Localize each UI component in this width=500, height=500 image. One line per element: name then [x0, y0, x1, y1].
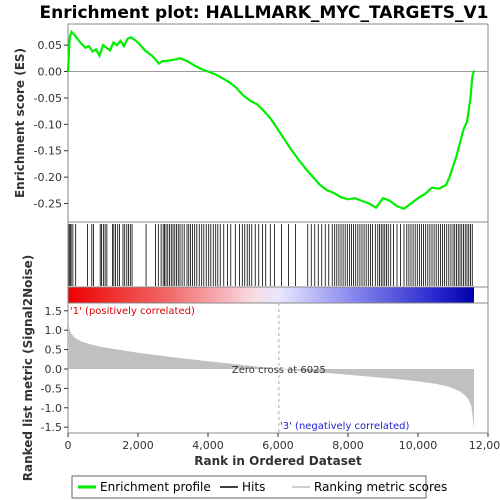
x-tick-label: 4,000 — [192, 439, 224, 452]
metric-y-tick-label: 1.5 — [45, 305, 63, 318]
metric-y-tick-label: -0.5 — [41, 382, 62, 395]
es-y-ticks: 0.05 0.00 -0.05 -0.10 -0.15 -0.20 -0.25 — [34, 39, 68, 211]
hits-panel-frame — [67, 221, 489, 288]
metric-y-ticks: 1.5 1.0 0.5 0.0 -0.5 -1.0 -1.5 — [41, 305, 68, 434]
hit-marks — [68, 224, 473, 286]
metric-y-tick-label: -1.0 — [41, 402, 62, 415]
rank-color-bar — [68, 287, 474, 303]
zero-cross-label: Zero cross at 6025 — [232, 365, 326, 376]
es-panel-frame — [67, 23, 489, 223]
x-tick-label: 12,000 — [469, 439, 500, 452]
x-tick-label: 10,000 — [399, 439, 438, 452]
positive-correlation-label: '1' (positively correlated) — [70, 306, 195, 317]
ranking-metric-area — [68, 308, 474, 430]
es-y-tick-label: -0.15 — [34, 145, 62, 158]
x-axis-label: Rank in Ordered Dataset — [194, 454, 362, 468]
metric-y-tick-label: 0.5 — [45, 344, 63, 357]
x-tick-label: 0 — [65, 439, 72, 452]
es-y-axis-label: Enrichment score (ES) — [13, 48, 27, 198]
legend-label: Enrichment profile — [100, 480, 211, 494]
legend: Enrichment profile Hits Ranking metric sco… — [78, 480, 447, 494]
es-y-tick-label: -0.20 — [34, 171, 62, 184]
metric-y-tick-label: 1.0 — [45, 324, 63, 337]
negative-correlation-label: '3' (negatively correlated) — [280, 421, 409, 432]
es-y-tick-label: -0.05 — [34, 92, 62, 105]
es-y-tick-label: 0.05 — [38, 39, 63, 52]
x-axis-ticks: 0 2,000 4,000 6,000 8,000 10,000 12,000 — [65, 433, 500, 452]
es-y-tick-label: -0.10 — [34, 118, 62, 131]
metric-y-axis-label: Ranked list metric (Signal2Noise) — [21, 255, 35, 482]
metric-y-tick-label: -1.5 — [41, 421, 62, 434]
legend-box — [71, 475, 427, 499]
x-tick-label: 8,000 — [332, 439, 364, 452]
enrichment-profile-line — [66, 29, 476, 211]
chart-title: Enrichment plot: HALLMARK_MYC_TARGETS_V1 — [40, 3, 489, 23]
metric-y-tick-label: 0.0 — [45, 363, 63, 376]
es-y-tick-label: -0.25 — [34, 198, 62, 211]
x-tick-label: 2,000 — [122, 439, 154, 452]
legend-label: Ranking metric scores — [314, 480, 447, 494]
es-y-tick-label: 0.00 — [38, 66, 63, 79]
legend-label: Hits — [242, 480, 265, 494]
x-tick-label: 6,000 — [262, 439, 294, 452]
